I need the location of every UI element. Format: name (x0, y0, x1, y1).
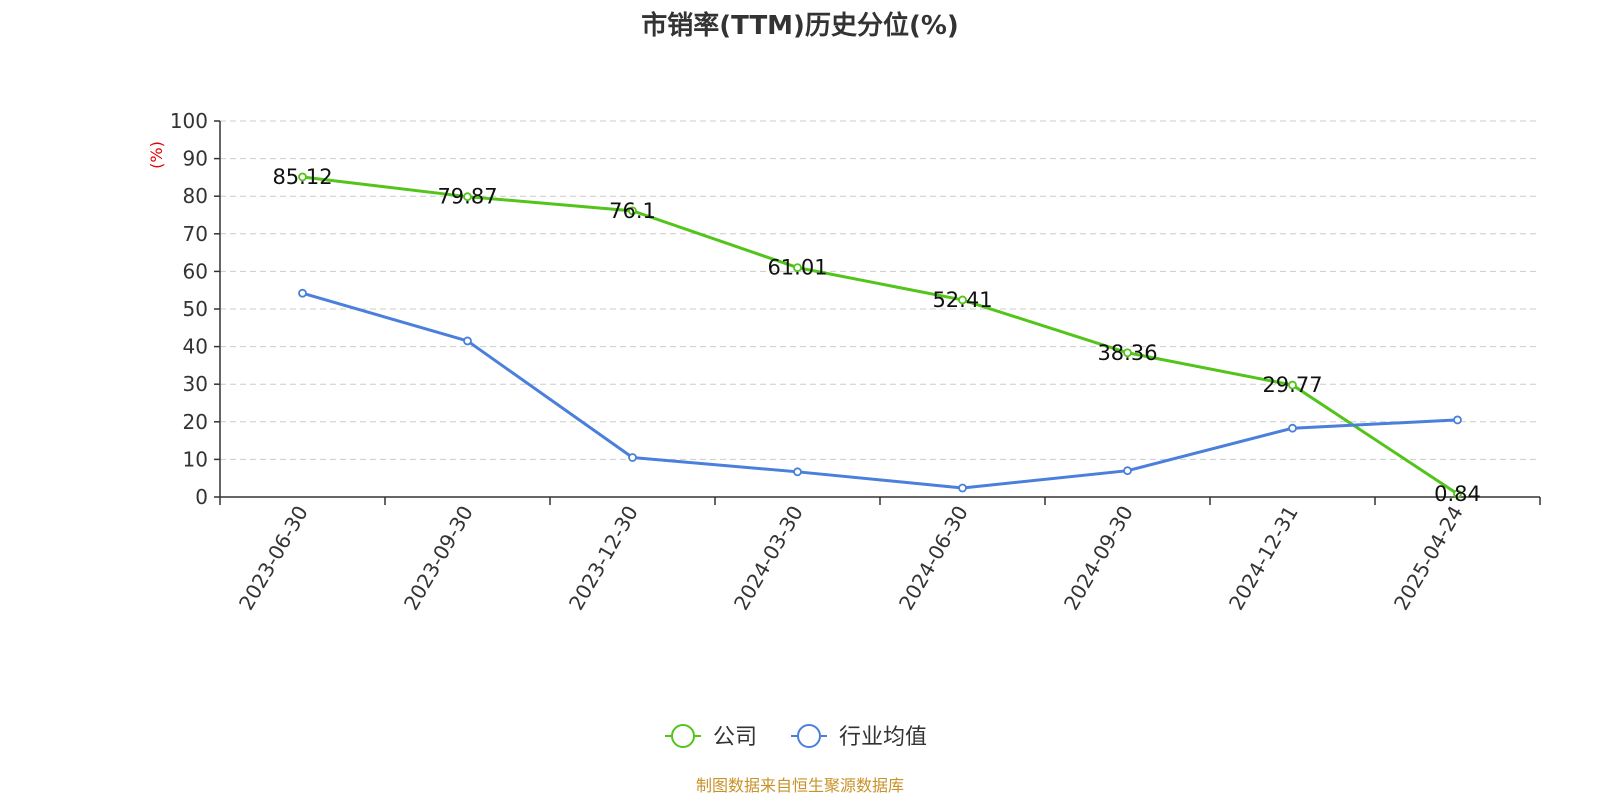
legend-item[interactable]: 公司 (665, 724, 757, 750)
data-point[interactable] (1288, 380, 1297, 390)
x-tick-label: 2024-06-30 (894, 502, 973, 615)
data-point[interactable] (958, 295, 967, 305)
data-label: 61.01 (767, 256, 827, 280)
data-point[interactable] (1288, 423, 1297, 433)
y-tick-label: 40 (183, 335, 208, 359)
series-line (302, 175, 1459, 496)
data-point[interactable] (298, 172, 307, 182)
data-point[interactable] (793, 263, 802, 273)
x-tick-label: 2024-12-31 (1224, 502, 1303, 615)
x-tick-label: 2023-09-30 (399, 502, 478, 615)
data-point[interactable] (1123, 348, 1132, 358)
y-tick-label: 70 (183, 222, 208, 246)
data-point[interactable] (793, 467, 802, 477)
data-label: 0.84 (1434, 482, 1481, 506)
series-line (302, 291, 1458, 490)
data-point[interactable] (1453, 415, 1462, 425)
legend-marker-icon (671, 724, 695, 748)
data-point[interactable] (958, 483, 967, 493)
data-point[interactable] (1123, 466, 1132, 476)
x-tick-label: 2024-03-30 (729, 502, 808, 615)
data-label-layer: 85.12 79.87 76.1 61.01 52.41 38.36 29.77 0.84 (272, 165, 1480, 506)
y-tick-label: 100 (170, 109, 208, 133)
y-tick-label: 30 (183, 372, 208, 396)
legend-label: 行业均值 (839, 725, 927, 750)
data-point[interactable] (463, 336, 472, 346)
y-tick-label: 80 (183, 184, 208, 208)
y-tick-label: 0 (195, 485, 208, 509)
data-label: 38.36 (1097, 341, 1157, 365)
series-layer (298, 172, 1462, 499)
y-axis-unit-label: (%) (147, 141, 166, 169)
data-point[interactable] (1453, 489, 1462, 499)
y-tick-label: 90 (183, 147, 208, 171)
data-label: 29.77 (1262, 373, 1322, 397)
y-tick-label: 60 (183, 259, 208, 283)
x-tick-label: 2024-09-30 (1059, 502, 1138, 615)
data-label: 76.1 (609, 199, 656, 223)
legend: 公司 行业均值 (665, 724, 927, 750)
data-point[interactable] (628, 206, 637, 216)
x-tick-label: 2025-04-24 (1389, 502, 1468, 615)
legend-item[interactable]: 行业均值 (791, 724, 927, 750)
y-tick-label: 50 (183, 297, 208, 321)
data-label: 52.41 (932, 288, 992, 312)
grid-layer (220, 120, 1540, 460)
source-note: 制图数据来自恒生聚源数据库 (696, 776, 904, 795)
data-point[interactable] (628, 453, 637, 462)
legend-label: 公司 (713, 725, 757, 750)
data-point[interactable] (298, 288, 307, 298)
chart-title: 市销率(TTM)历史分位(%) (641, 10, 959, 41)
y-tick-label: 10 (183, 447, 208, 471)
x-tick-label: 2023-12-30 (564, 502, 643, 615)
data-label: 85.12 (272, 165, 332, 189)
x-tick-label: 2023-06-30 (234, 502, 313, 615)
y-tick-label: 20 (183, 410, 208, 434)
legend-marker-icon (797, 724, 821, 748)
data-point[interactable] (463, 192, 472, 202)
data-label: 79.87 (437, 185, 497, 209)
